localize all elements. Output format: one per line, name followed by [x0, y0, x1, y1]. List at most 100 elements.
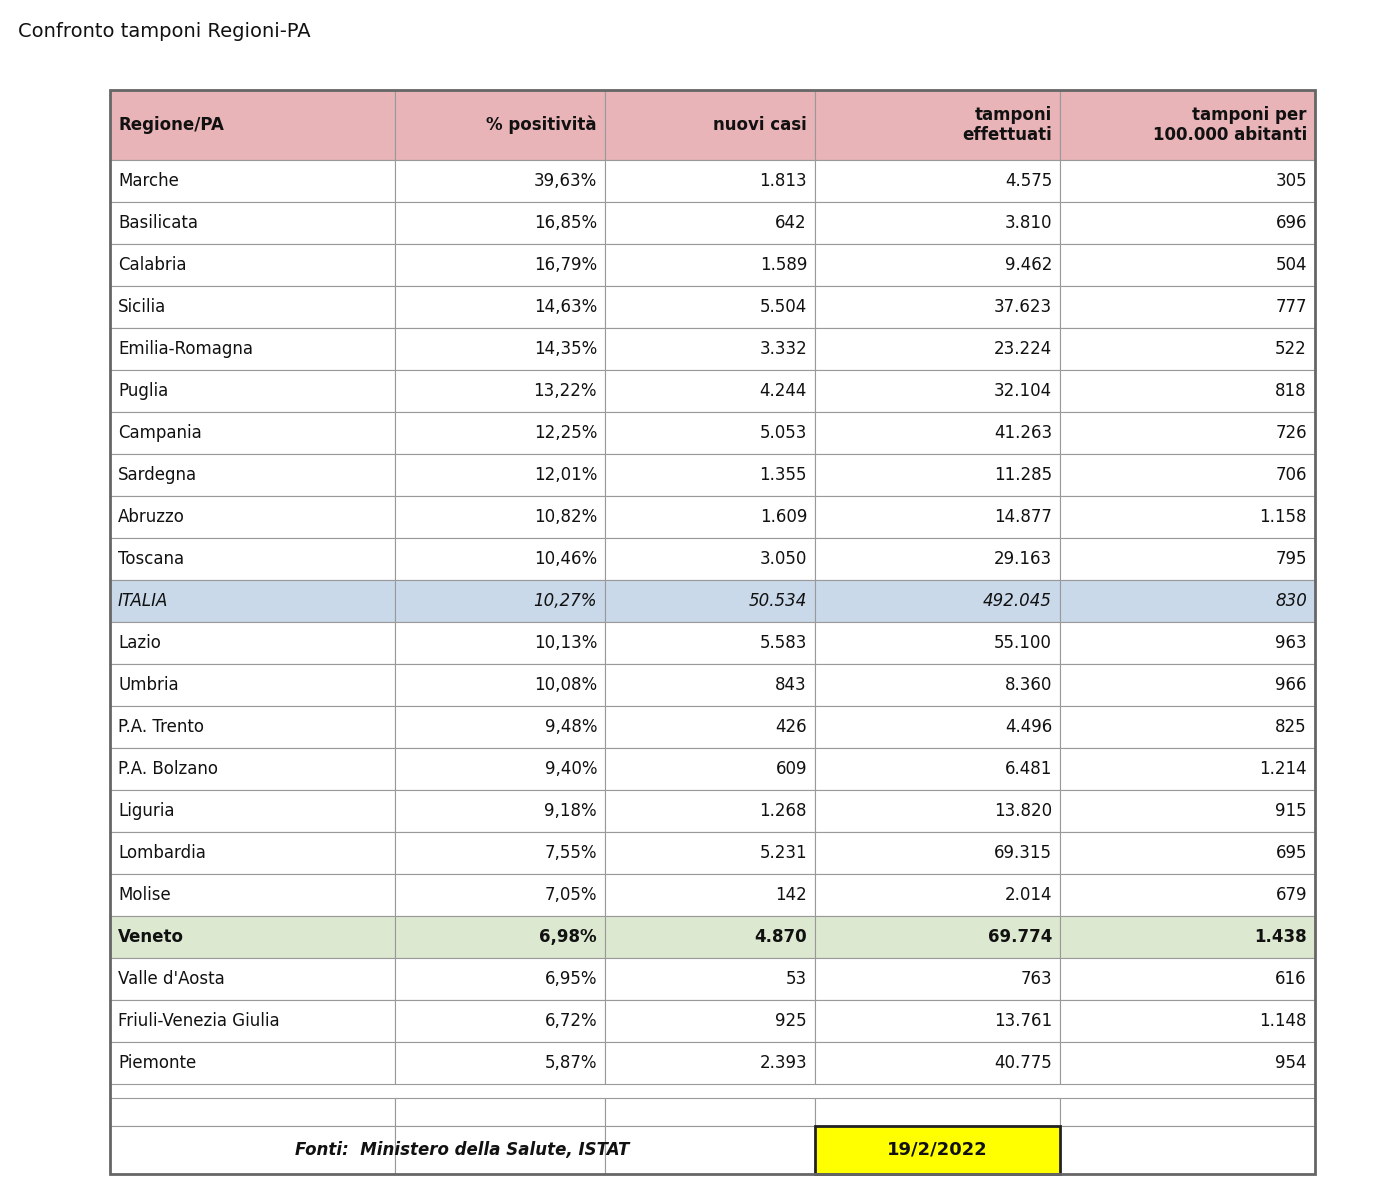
Text: 10,27%: 10,27% — [534, 593, 596, 609]
Text: 305: 305 — [1276, 172, 1307, 190]
Text: 1.355: 1.355 — [759, 466, 808, 484]
Bar — [605, 1097, 815, 1126]
Bar — [815, 916, 1061, 958]
Bar — [395, 454, 605, 496]
Bar — [395, 874, 605, 916]
Bar — [815, 1000, 1061, 1042]
Bar — [110, 412, 395, 454]
Bar — [110, 958, 395, 1000]
Text: Veneto: Veneto — [118, 928, 183, 946]
Text: 3.050: 3.050 — [759, 551, 808, 569]
Text: Confronto tamponi Regioni-PA: Confronto tamponi Regioni-PA — [18, 22, 310, 41]
Bar — [110, 790, 395, 832]
Text: Emilia-Romagna: Emilia-Romagna — [118, 340, 253, 358]
Text: 763: 763 — [1020, 970, 1052, 988]
Text: P.A. Trento: P.A. Trento — [118, 718, 204, 736]
Bar — [110, 454, 395, 496]
Bar — [395, 370, 605, 412]
Bar — [1061, 244, 1315, 286]
Bar — [395, 160, 605, 202]
Text: 1.148: 1.148 — [1259, 1012, 1307, 1030]
Text: 679: 679 — [1276, 886, 1307, 904]
Bar — [1061, 958, 1315, 1000]
Text: 3.810: 3.810 — [1005, 214, 1052, 232]
Bar — [1061, 328, 1315, 370]
Text: Regione/PA: Regione/PA — [118, 117, 224, 133]
Text: 915: 915 — [1276, 802, 1307, 820]
Text: 4.870: 4.870 — [755, 928, 808, 946]
Text: 69.315: 69.315 — [994, 844, 1052, 862]
Text: Toscana: Toscana — [118, 551, 183, 569]
Bar — [605, 90, 815, 160]
Bar — [815, 581, 1061, 621]
Bar — [815, 621, 1061, 664]
Text: 7,55%: 7,55% — [545, 844, 596, 862]
Bar — [1061, 664, 1315, 706]
Bar — [605, 412, 815, 454]
Text: 6,72%: 6,72% — [545, 1012, 596, 1030]
Bar — [605, 1042, 815, 1084]
Text: Lazio: Lazio — [118, 633, 161, 651]
Text: 9,48%: 9,48% — [545, 718, 596, 736]
Bar — [110, 1126, 395, 1174]
Bar — [815, 328, 1061, 370]
Text: Calabria: Calabria — [118, 256, 186, 274]
Text: 504: 504 — [1276, 256, 1307, 274]
Text: Abruzzo: Abruzzo — [118, 508, 185, 526]
Bar — [1061, 874, 1315, 916]
Text: 10,13%: 10,13% — [534, 633, 596, 651]
Text: 41.263: 41.263 — [994, 424, 1052, 442]
Text: 11.285: 11.285 — [994, 466, 1052, 484]
Bar — [1061, 538, 1315, 581]
Bar — [815, 538, 1061, 581]
Bar — [110, 1097, 395, 1126]
Bar — [110, 90, 1315, 1174]
Text: 925: 925 — [776, 1012, 808, 1030]
Text: 6,95%: 6,95% — [545, 970, 596, 988]
Text: 1.158: 1.158 — [1259, 508, 1307, 526]
Text: 14,35%: 14,35% — [534, 340, 596, 358]
Text: 23.224: 23.224 — [994, 340, 1052, 358]
Bar — [815, 244, 1061, 286]
Text: 966: 966 — [1276, 676, 1307, 694]
Bar — [815, 496, 1061, 538]
Bar — [815, 1126, 1061, 1174]
Bar — [815, 1126, 1061, 1174]
Text: 1.589: 1.589 — [759, 256, 808, 274]
Text: 1.214: 1.214 — [1259, 760, 1307, 778]
Text: 8.360: 8.360 — [1005, 676, 1052, 694]
Text: 696: 696 — [1276, 214, 1307, 232]
Bar — [605, 454, 815, 496]
Bar — [110, 90, 395, 160]
Bar — [815, 90, 1061, 160]
Text: 726: 726 — [1276, 424, 1307, 442]
Bar — [110, 538, 395, 581]
Text: 6.481: 6.481 — [1005, 760, 1052, 778]
Bar — [395, 1126, 605, 1174]
Bar — [1061, 202, 1315, 244]
Text: 4.496: 4.496 — [1005, 718, 1052, 736]
Text: 9.462: 9.462 — [1005, 256, 1052, 274]
Text: 69.774: 69.774 — [988, 928, 1052, 946]
Text: 825: 825 — [1276, 718, 1307, 736]
Bar — [110, 328, 395, 370]
Bar — [815, 790, 1061, 832]
Bar — [395, 790, 605, 832]
Bar — [1061, 916, 1315, 958]
Bar — [395, 538, 605, 581]
Text: 10,82%: 10,82% — [534, 508, 596, 526]
Text: 843: 843 — [776, 676, 808, 694]
Text: 963: 963 — [1276, 633, 1307, 651]
Text: 1.813: 1.813 — [759, 172, 808, 190]
Text: 818: 818 — [1276, 382, 1307, 400]
Text: nuovi casi: nuovi casi — [713, 117, 808, 133]
Text: 32.104: 32.104 — [994, 382, 1052, 400]
Bar — [1061, 1042, 1315, 1084]
Text: 1.609: 1.609 — [759, 508, 808, 526]
Bar — [1061, 581, 1315, 621]
Text: 19/2/2022: 19/2/2022 — [887, 1141, 988, 1159]
Bar — [395, 832, 605, 874]
Bar — [110, 1000, 395, 1042]
Bar — [110, 916, 395, 958]
Bar — [1061, 496, 1315, 538]
